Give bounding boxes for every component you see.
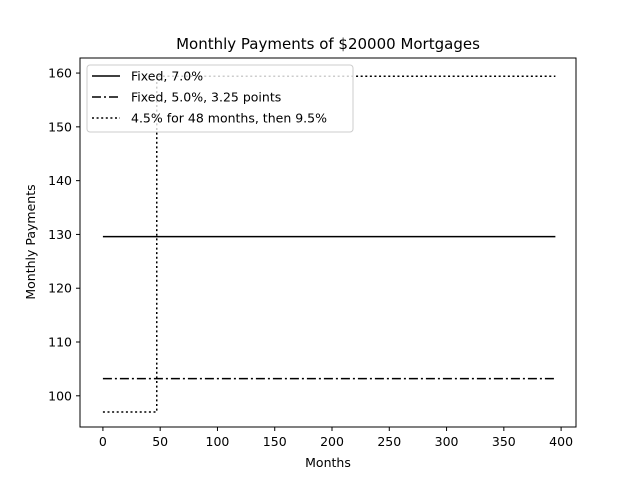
- y-axis: 100 110 120 130 140 150 160: [48, 66, 80, 403]
- y-tick-label: 130: [48, 227, 72, 242]
- legend-label-2: Fixed, 5.0%, 3.25 points: [131, 90, 281, 105]
- y-tick-label: 100: [48, 388, 72, 403]
- y-tick-label: 160: [48, 66, 72, 81]
- y-axis-label: Monthly Payments: [23, 184, 38, 299]
- legend-label-3: 4.5% for 48 months, then 9.5%: [131, 111, 327, 126]
- y-tick-label: 120: [48, 281, 72, 296]
- series-line-3: [102, 75, 556, 413]
- plot-lines: [102, 75, 556, 413]
- chart-title: Monthly Payments of $20000 Mortgages: [176, 35, 480, 53]
- x-axis-label: Months: [305, 455, 351, 470]
- x-tick-label: 300: [435, 434, 459, 449]
- x-tick-label: 350: [492, 434, 516, 449]
- y-tick-label: 150: [48, 119, 72, 134]
- legend: Fixed, 7.0% Fixed, 5.0%, 3.25 points 4.5% …: [86, 64, 354, 133]
- legend-label-1: Fixed, 7.0%: [131, 69, 203, 84]
- x-tick-label: 100: [206, 434, 230, 449]
- x-tick-label: 200: [320, 434, 344, 449]
- x-tick-label: 50: [152, 434, 168, 449]
- y-tick-label: 140: [48, 173, 72, 188]
- legend-box: [86, 64, 354, 133]
- x-tick-label: 400: [549, 434, 573, 449]
- plot-frame: [79, 57, 577, 428]
- x-axis: 0 50 100 150 200 250 300 350 400: [99, 427, 573, 449]
- x-tick-label: 0: [99, 434, 107, 449]
- x-tick-label: 150: [263, 434, 287, 449]
- x-tick-label: 250: [377, 434, 401, 449]
- y-tick-label: 110: [48, 335, 72, 350]
